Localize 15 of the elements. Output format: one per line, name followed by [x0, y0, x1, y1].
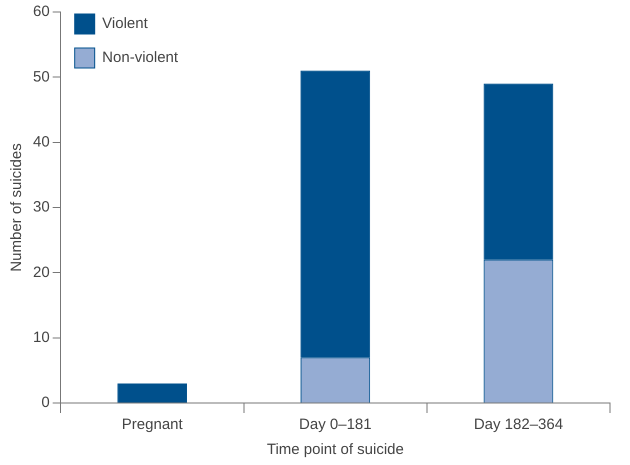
x-tick-label: Pregnant	[122, 416, 184, 434]
x-tick-label: Day 0–181	[299, 416, 372, 434]
x-tick-label: Day 182–364	[474, 416, 564, 434]
bar	[117, 383, 188, 402]
legend-label: Violent	[102, 15, 149, 32]
legend-label: Non-violent	[102, 49, 179, 66]
x-axis-title: Time point of suicide	[266, 441, 404, 458]
y-tick-label: 40	[32, 133, 50, 150]
y-tick-label: 20	[32, 264, 50, 281]
y-tick-label: 10	[32, 328, 50, 346]
y-tick-label: 30	[32, 198, 50, 216]
y-axis-title: Number of suicides	[8, 143, 26, 272]
y-tick-label: 0	[41, 394, 50, 412]
y-tick-label: 60	[32, 3, 50, 20]
y-tick-label: 50	[32, 68, 50, 86]
